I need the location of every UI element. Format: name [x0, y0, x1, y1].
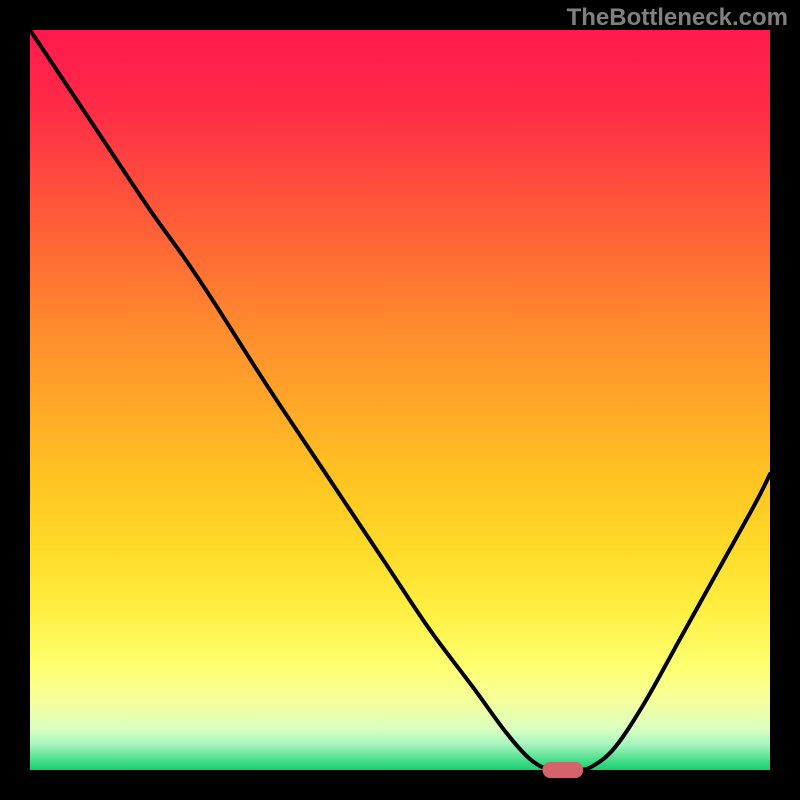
optimum-marker — [542, 762, 583, 778]
chart-svg — [0, 0, 800, 800]
gradient-background — [30, 30, 770, 770]
bottleneck-chart: TheBottleneck.com — [0, 0, 800, 800]
watermark-text: TheBottleneck.com — [567, 4, 788, 32]
